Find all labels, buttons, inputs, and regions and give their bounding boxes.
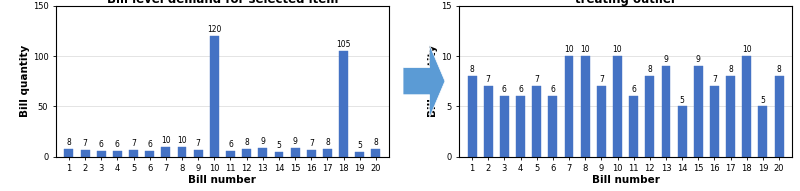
Bar	[581, 56, 590, 157]
Text: 10: 10	[742, 45, 751, 54]
Bar	[290, 148, 299, 157]
Bar	[662, 66, 670, 157]
Bar	[630, 96, 638, 157]
Bar	[274, 152, 283, 157]
Text: 8: 8	[374, 138, 378, 147]
Bar	[355, 152, 364, 157]
Text: 120: 120	[207, 25, 222, 34]
Bar	[758, 106, 767, 157]
Bar	[516, 96, 525, 157]
Text: 6: 6	[518, 85, 523, 95]
Bar	[162, 146, 170, 157]
Text: 6: 6	[99, 140, 104, 149]
Text: 9: 9	[696, 55, 701, 64]
Text: 10: 10	[161, 136, 170, 145]
Y-axis label: Bill quantity: Bill quantity	[428, 45, 438, 117]
Text: 8: 8	[244, 138, 249, 147]
Bar	[549, 96, 558, 157]
Bar	[484, 86, 493, 157]
Bar	[532, 86, 541, 157]
Bar	[194, 150, 202, 157]
Text: 5: 5	[680, 96, 685, 104]
Bar	[774, 76, 783, 157]
Bar	[694, 66, 702, 157]
Bar	[97, 151, 106, 157]
Bar	[226, 151, 235, 157]
Text: 8: 8	[66, 138, 71, 147]
Text: 6: 6	[147, 140, 152, 149]
Text: 6: 6	[631, 85, 636, 95]
Title: Bill level demand for selected item: Bill level demand for selected item	[106, 0, 338, 6]
Text: 7: 7	[196, 139, 201, 148]
Text: 5: 5	[358, 141, 362, 150]
Bar	[323, 149, 332, 157]
Bar	[242, 149, 251, 157]
Bar	[710, 86, 719, 157]
Bar	[178, 146, 186, 157]
Text: 8: 8	[728, 65, 733, 74]
Text: 7: 7	[309, 139, 314, 148]
Bar	[468, 76, 477, 157]
Text: 6: 6	[550, 85, 555, 95]
Text: 10: 10	[613, 45, 622, 54]
Text: 105: 105	[336, 40, 351, 49]
Text: 8: 8	[647, 65, 652, 74]
Bar	[210, 36, 218, 157]
X-axis label: Bill number: Bill number	[592, 175, 659, 185]
Text: 10: 10	[580, 45, 590, 54]
Bar	[678, 106, 686, 157]
Text: 6: 6	[115, 140, 120, 149]
Text: 8: 8	[470, 65, 474, 74]
Bar	[65, 149, 74, 157]
Text: 8: 8	[777, 65, 782, 74]
Bar	[597, 86, 606, 157]
Bar	[726, 76, 735, 157]
Title: Bill level demand for selected item after
treating outlier: Bill level demand for selected item afte…	[491, 0, 760, 6]
Text: 10: 10	[178, 136, 187, 145]
Text: 7: 7	[599, 75, 604, 84]
Bar	[742, 56, 751, 157]
Bar	[646, 76, 654, 157]
Text: 8: 8	[325, 138, 330, 147]
Text: 7: 7	[486, 75, 490, 84]
Polygon shape	[403, 45, 445, 117]
Text: 7: 7	[534, 75, 539, 84]
Text: 5: 5	[761, 96, 766, 104]
Bar	[81, 150, 90, 157]
Bar	[613, 56, 622, 157]
Text: 9: 9	[663, 55, 669, 64]
Text: 5: 5	[277, 141, 282, 150]
Bar	[500, 96, 509, 157]
Text: 6: 6	[502, 85, 507, 95]
Bar	[371, 149, 380, 157]
Text: 9: 9	[260, 137, 266, 146]
Bar	[339, 51, 348, 157]
Bar	[258, 148, 267, 157]
Y-axis label: Bill quantity: Bill quantity	[20, 45, 30, 117]
Bar	[565, 56, 574, 157]
X-axis label: Bill number: Bill number	[189, 175, 256, 185]
Text: 7: 7	[712, 75, 717, 84]
Bar	[129, 150, 138, 157]
Text: 6: 6	[228, 140, 233, 149]
Text: 10: 10	[564, 45, 574, 54]
Bar	[307, 150, 316, 157]
Bar	[146, 151, 154, 157]
Text: 9: 9	[293, 137, 298, 146]
Bar	[113, 151, 122, 157]
Text: 7: 7	[82, 139, 87, 148]
Text: 7: 7	[131, 139, 136, 148]
